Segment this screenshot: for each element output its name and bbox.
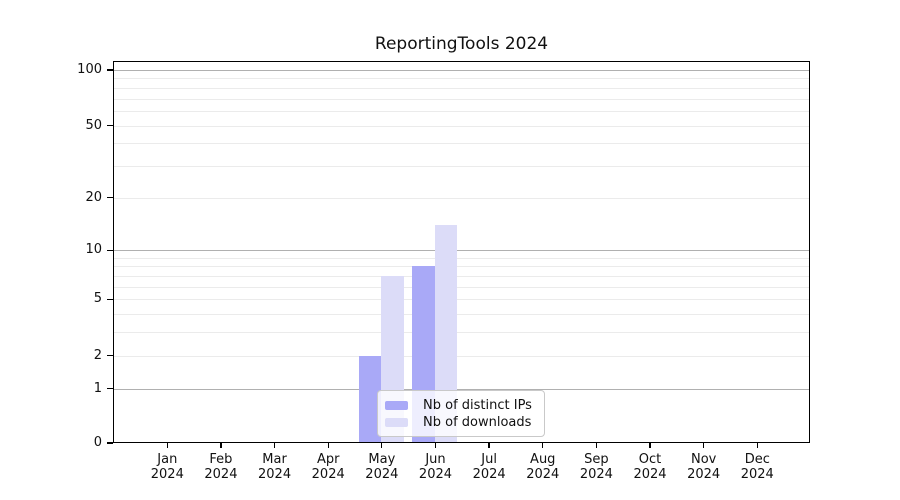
x-tick (166, 443, 168, 448)
x-tick-label: Aug 2024 (526, 452, 560, 482)
y-tick-label: 5 (93, 291, 102, 307)
x-tick (649, 443, 651, 448)
x-tick-label: Dec 2024 (740, 452, 774, 482)
legend: Nb of distinct IPs Nb of downloads (377, 390, 545, 437)
x-tick (488, 443, 490, 448)
y-tick (107, 124, 113, 127)
x-tick-label: Jan 2024 (150, 452, 184, 482)
gridline-major (114, 388, 809, 390)
y-tick-label: 0 (93, 435, 102, 450)
gridline-minor (114, 143, 809, 145)
x-tick-label: Apr 2024 (311, 452, 345, 482)
gridline-minor (114, 355, 809, 357)
y-tick-label: 100 (77, 62, 102, 78)
grid-layer (113, 61, 810, 443)
x-tick-label: Oct 2024 (633, 452, 667, 482)
chart-title: ReportingTools 2024 (374, 34, 549, 54)
y-tick (107, 69, 113, 71)
legend-label-distinct-ips: Nb of distinct IPs (423, 397, 532, 413)
bar-downloads (434, 224, 458, 443)
legend-label-downloads: Nb of downloads (423, 414, 532, 430)
gridline-minor (114, 98, 809, 100)
legend-swatch-distinct-ips-icon (385, 400, 408, 410)
gridline-minor (114, 257, 809, 259)
y-tick-label: 50 (85, 117, 102, 133)
gridline-minor (114, 332, 809, 334)
x-tick (381, 443, 383, 448)
y-tick (107, 388, 113, 390)
y-tick-label: 20 (85, 189, 102, 205)
gridline-minor (114, 266, 809, 268)
legend-swatch-downloads-icon (385, 417, 408, 427)
gridline-minor (114, 165, 809, 167)
gridline-minor (114, 299, 809, 301)
gridline-minor (114, 286, 809, 288)
gridline-minor (114, 78, 809, 80)
x-tick (703, 443, 705, 448)
x-tick-label: Jul 2024 (472, 452, 506, 482)
x-tick (327, 443, 329, 448)
x-tick-label: Feb 2024 (204, 452, 238, 482)
x-tick (273, 443, 276, 448)
x-tick (434, 443, 437, 448)
y-tick-label: 10 (85, 242, 102, 258)
x-tick-label: Jun 2024 (418, 452, 453, 482)
gridline-minor (114, 314, 809, 316)
x-tick (542, 443, 544, 448)
x-tick-label: Nov 2024 (687, 452, 721, 482)
gridline-minor (114, 87, 809, 89)
y-tick-label: 2 (93, 347, 102, 363)
y-tick (107, 196, 113, 199)
x-tick (756, 443, 758, 448)
bar-distinct-ips (358, 355, 382, 443)
y-tick (107, 355, 113, 357)
gridline-minor (114, 125, 809, 127)
x-tick-label: Mar 2024 (258, 452, 292, 482)
legend-entry-downloads: Nb of downloads (385, 414, 544, 431)
plot-area: Nb of distinct IPs Nb of downloads (113, 61, 810, 443)
y-tick-label: 1 (93, 380, 102, 396)
gridline-major (114, 70, 809, 72)
x-tick (595, 443, 598, 448)
gridline-major (114, 250, 809, 252)
y-tick (107, 298, 113, 301)
x-tick-label: Sep 2024 (579, 452, 613, 482)
y-tick (107, 442, 113, 444)
x-tick (220, 443, 222, 448)
x-tick-label: May 2024 (365, 452, 399, 482)
bars-layer (113, 61, 810, 443)
gridline-minor (114, 276, 809, 278)
gridline-minor (114, 110, 809, 112)
legend-entry-distinct-ips: Nb of distinct IPs (385, 397, 544, 414)
gridline-minor (114, 197, 809, 199)
y-tick (107, 249, 113, 251)
